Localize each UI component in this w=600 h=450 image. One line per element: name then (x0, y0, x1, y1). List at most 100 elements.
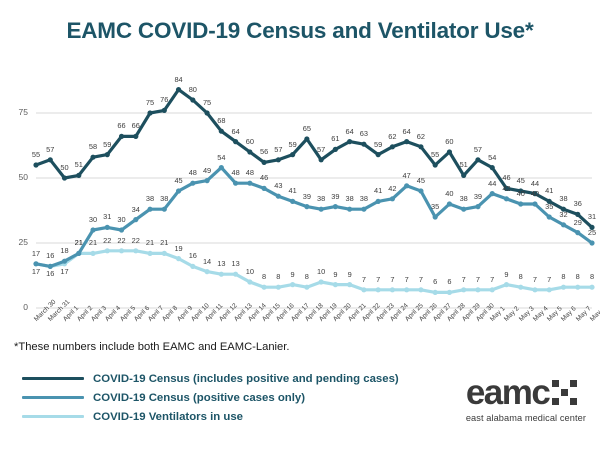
data-point (104, 248, 110, 254)
data-label: 75 (145, 98, 155, 107)
data-point (589, 240, 595, 246)
data-label: 59 (288, 139, 297, 149)
data-point (175, 87, 182, 93)
data-label: 17 (60, 266, 69, 276)
data-point (190, 180, 196, 186)
data-label: 80 (188, 85, 197, 94)
data-point (47, 263, 53, 269)
data-label: 18 (60, 246, 69, 256)
data-label: 64 (402, 126, 411, 136)
logo-word-text: eamc (465, 373, 551, 412)
data-point (404, 183, 410, 189)
data-point (76, 172, 82, 178)
data-point (33, 162, 39, 168)
data-point (418, 144, 424, 150)
data-label: 63 (359, 129, 369, 139)
data-label: 9 (504, 269, 509, 279)
data-point (575, 230, 581, 236)
data-label: 59 (103, 139, 112, 149)
data-point (503, 185, 510, 191)
legend-label: COVID-19 Census (positive cases only) (93, 391, 306, 404)
data-point (190, 263, 196, 269)
data-point (275, 284, 281, 290)
data-label: 30 (117, 215, 126, 224)
series-line (34, 166, 594, 268)
chart-legend: COVID-19 Census (includes positive and p… (22, 369, 399, 426)
data-label: 17 (31, 266, 41, 276)
data-label: 41 (288, 186, 297, 196)
legend-item[interactable]: COVID-19 Census (positive cases only) (22, 388, 399, 407)
data-label: 46 (259, 173, 269, 183)
data-label: 48 (188, 168, 197, 178)
data-label: 48 (231, 168, 240, 178)
data-label: 42 (502, 183, 511, 193)
data-label: 7 (532, 274, 538, 284)
data-label: 32 (559, 209, 568, 219)
data-point (375, 287, 381, 293)
data-label: 22 (117, 235, 126, 245)
data-point (475, 287, 481, 293)
legend-swatch (22, 395, 84, 400)
data-point (90, 154, 96, 160)
data-label: 64 (231, 126, 240, 136)
data-point (560, 222, 567, 228)
data-point (560, 206, 567, 212)
logo-dot (552, 398, 560, 405)
data-point (118, 248, 125, 254)
data-label: 76 (160, 95, 169, 105)
data-point (503, 196, 510, 202)
data-label: 39 (302, 191, 311, 201)
data-point (361, 206, 367, 212)
data-label: 44 (488, 178, 497, 188)
data-label: 8 (561, 272, 566, 282)
data-point (218, 128, 224, 134)
legend-item[interactable]: COVID-19 Census (includes positive and p… (22, 369, 399, 388)
data-label: 66 (131, 121, 140, 131)
data-point (503, 282, 510, 288)
data-label: 38 (160, 194, 169, 204)
data-label: 10 (317, 267, 326, 276)
data-label: 35 (545, 202, 554, 211)
data-point (532, 191, 538, 197)
data-point (361, 287, 367, 293)
legend-swatch (22, 376, 84, 381)
legend-item[interactable]: COVID-19 Ventilators in use (22, 407, 399, 426)
data-point (133, 133, 139, 139)
data-point (575, 211, 581, 217)
eamc-logo: eamc east alabama medical center (465, 373, 586, 423)
data-label: 55 (31, 150, 41, 159)
data-point (418, 287, 424, 293)
data-point (33, 261, 39, 267)
data-point (432, 214, 438, 220)
data-point (418, 188, 424, 194)
data-point (318, 206, 324, 212)
data-label: 9 (347, 269, 352, 279)
data-label: 39 (331, 191, 340, 201)
data-label: 55 (431, 150, 440, 159)
data-label: 57 (46, 144, 55, 154)
data-label: 66 (117, 121, 126, 131)
data-point (347, 139, 353, 145)
data-label: 38 (559, 194, 568, 204)
data-point (304, 204, 310, 210)
y-axis-tick: 75 (18, 107, 28, 117)
data-point (461, 172, 467, 178)
data-point (560, 284, 567, 290)
data-label: 38 (359, 194, 369, 204)
data-point (275, 193, 281, 199)
page-title: EAMC COVID-19 Census and Ventilator Use* (66, 18, 534, 43)
data-point (461, 287, 467, 293)
data-label: 8 (304, 272, 309, 282)
series-line (34, 249, 594, 294)
data-label: 16 (188, 251, 197, 261)
data-point (175, 256, 182, 262)
data-label: 62 (388, 131, 397, 141)
data-label: 31 (587, 212, 597, 222)
data-point (489, 165, 495, 171)
data-point (546, 287, 552, 293)
data-point (218, 165, 224, 171)
data-label: 7 (390, 274, 395, 284)
data-point (546, 214, 552, 220)
data-label: 68 (217, 116, 226, 126)
data-point (147, 110, 153, 116)
